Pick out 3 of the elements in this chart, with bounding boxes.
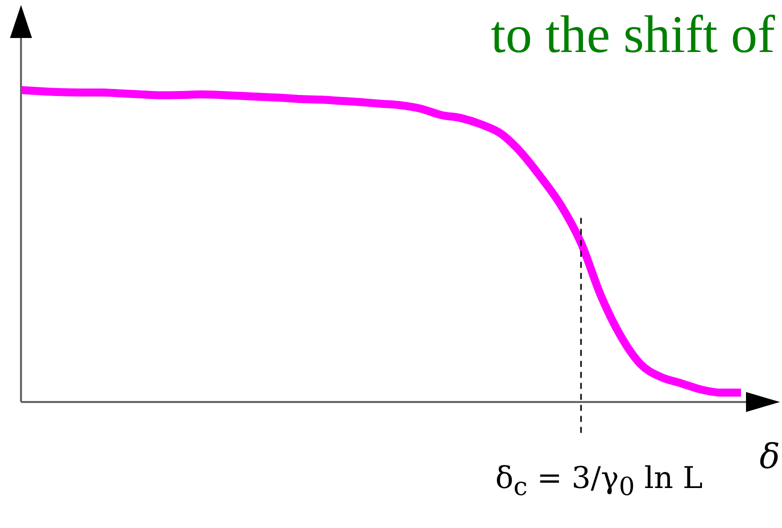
x-axis-title: δ xyxy=(760,437,780,477)
text: δ$_{c}$ = 3/γ$_{0}$ ln L xyxy=(495,461,703,501)
text: to the shift of xyxy=(490,6,775,64)
